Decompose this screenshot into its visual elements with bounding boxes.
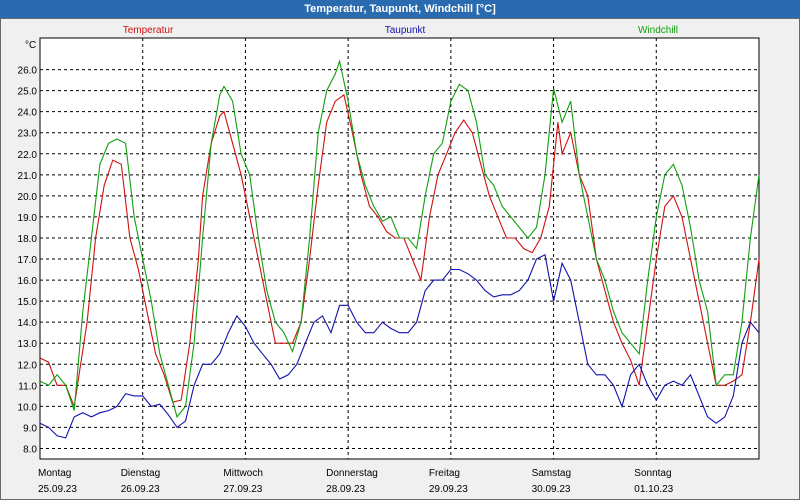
day-name-label: Sonntag bbox=[634, 468, 671, 479]
legend-windchill: Windchill bbox=[638, 25, 678, 36]
window-title: Temperatur, Taupunkt, Windchill [°C] bbox=[0, 0, 800, 18]
y-tick-label: 17.0 bbox=[18, 255, 38, 266]
y-tick-label: 24.0 bbox=[18, 108, 38, 119]
y-tick-label: 12.0 bbox=[18, 360, 38, 371]
series-line-windchill bbox=[39, 59, 760, 419]
y-tick-label: 13.0 bbox=[18, 339, 38, 350]
y-tick-label: 10.0 bbox=[18, 402, 38, 413]
day-name-label: Freitag bbox=[429, 468, 460, 479]
y-tick-label: 15.0 bbox=[18, 297, 38, 308]
y-tick-label: 16.0 bbox=[18, 276, 38, 287]
day-date-label: 01.10.23 bbox=[634, 484, 673, 495]
y-tick-label: 25.0 bbox=[18, 87, 38, 98]
y-tick-label: 22.0 bbox=[18, 150, 38, 161]
plot-area bbox=[39, 37, 760, 460]
y-tick-label: 18.0 bbox=[18, 234, 38, 245]
day-date-label: 29.09.23 bbox=[429, 484, 468, 495]
day-name-label: Montag bbox=[38, 468, 71, 479]
legend-temperatur: Temperatur bbox=[123, 25, 174, 36]
legend-taupunkt: Taupunkt bbox=[385, 25, 426, 36]
day-date-label: 28.09.23 bbox=[326, 484, 365, 495]
day-date-label: 27.09.23 bbox=[223, 484, 262, 495]
series-line-taupunkt bbox=[39, 253, 760, 439]
day-date-label: 25.09.23 bbox=[38, 484, 77, 495]
day-name-label: Donnerstag bbox=[326, 468, 378, 479]
y-axis-unit: °C bbox=[25, 40, 36, 51]
day-name-label: Mittwoch bbox=[223, 468, 262, 479]
y-tick-label: 19.0 bbox=[18, 213, 38, 224]
day-name-label: Samstag bbox=[532, 468, 571, 479]
y-tick-label: 26.0 bbox=[18, 66, 38, 77]
y-tick-label: 11.0 bbox=[18, 381, 37, 392]
y-tick-label: 23.0 bbox=[18, 129, 38, 140]
y-tick-label: 8.0 bbox=[23, 444, 37, 455]
y-tick-label: 9.0 bbox=[23, 423, 37, 434]
day-name-label: Dienstag bbox=[121, 468, 160, 479]
y-tick-label: 21.0 bbox=[18, 171, 38, 182]
day-date-label: 30.09.23 bbox=[532, 484, 571, 495]
day-date-label: 26.09.23 bbox=[121, 484, 160, 495]
y-tick-label: 20.0 bbox=[18, 192, 38, 203]
y-tick-label: 14.0 bbox=[18, 318, 38, 329]
